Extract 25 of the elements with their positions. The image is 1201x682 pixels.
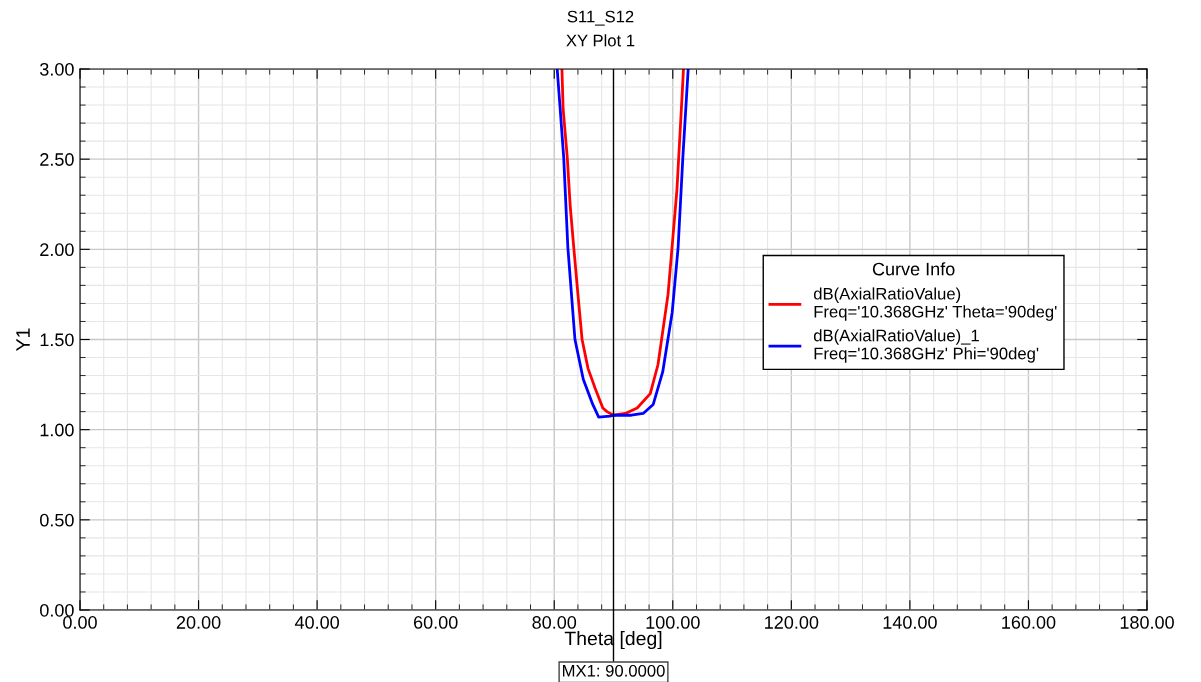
y-axis-title: Y1 bbox=[16, 328, 30, 351]
y-tick-label: 3.00 bbox=[40, 62, 74, 76]
x-tick-label: 140.00 bbox=[883, 616, 937, 629]
legend-title: Curve Info bbox=[872, 262, 955, 276]
x-tick-label: 20.00 bbox=[176, 616, 221, 629]
legend-label: dB(AxialRatioValue) Freq='10.368GHz' Theta='90deg' bbox=[813, 287, 1057, 321]
y-tick-label: 1.00 bbox=[40, 423, 74, 437]
y-tick-label: 1.50 bbox=[40, 333, 74, 347]
x-axis-title: Theta [deg] bbox=[564, 631, 662, 650]
x-tick-label: 0.00 bbox=[63, 616, 97, 629]
legend-label: dB(AxialRatioValue)_1 Freq='10.368GHz' Phi='90deg' bbox=[813, 329, 1039, 363]
ref-line-label: MX1: 90.0000 bbox=[562, 664, 665, 677]
x-tick-label: 180.00 bbox=[1120, 616, 1174, 629]
y-tick-label: 2.00 bbox=[40, 243, 74, 257]
y-tick-label: 0.50 bbox=[40, 513, 74, 527]
x-tick-label: 40.00 bbox=[294, 616, 339, 629]
y-tick-label: 2.50 bbox=[40, 153, 74, 166]
chart-title: S11_S12 bbox=[567, 10, 634, 26]
x-tick-label: 100.00 bbox=[646, 616, 700, 629]
x-tick-label: 60.00 bbox=[413, 616, 458, 629]
chart-subtitle: XY Plot 1 bbox=[566, 34, 635, 47]
x-tick-label: 160.00 bbox=[1002, 616, 1056, 629]
x-tick-label: 120.00 bbox=[765, 616, 819, 629]
y-tick-label: 0.00 bbox=[40, 603, 74, 617]
x-tick-label: 80.00 bbox=[532, 616, 577, 629]
